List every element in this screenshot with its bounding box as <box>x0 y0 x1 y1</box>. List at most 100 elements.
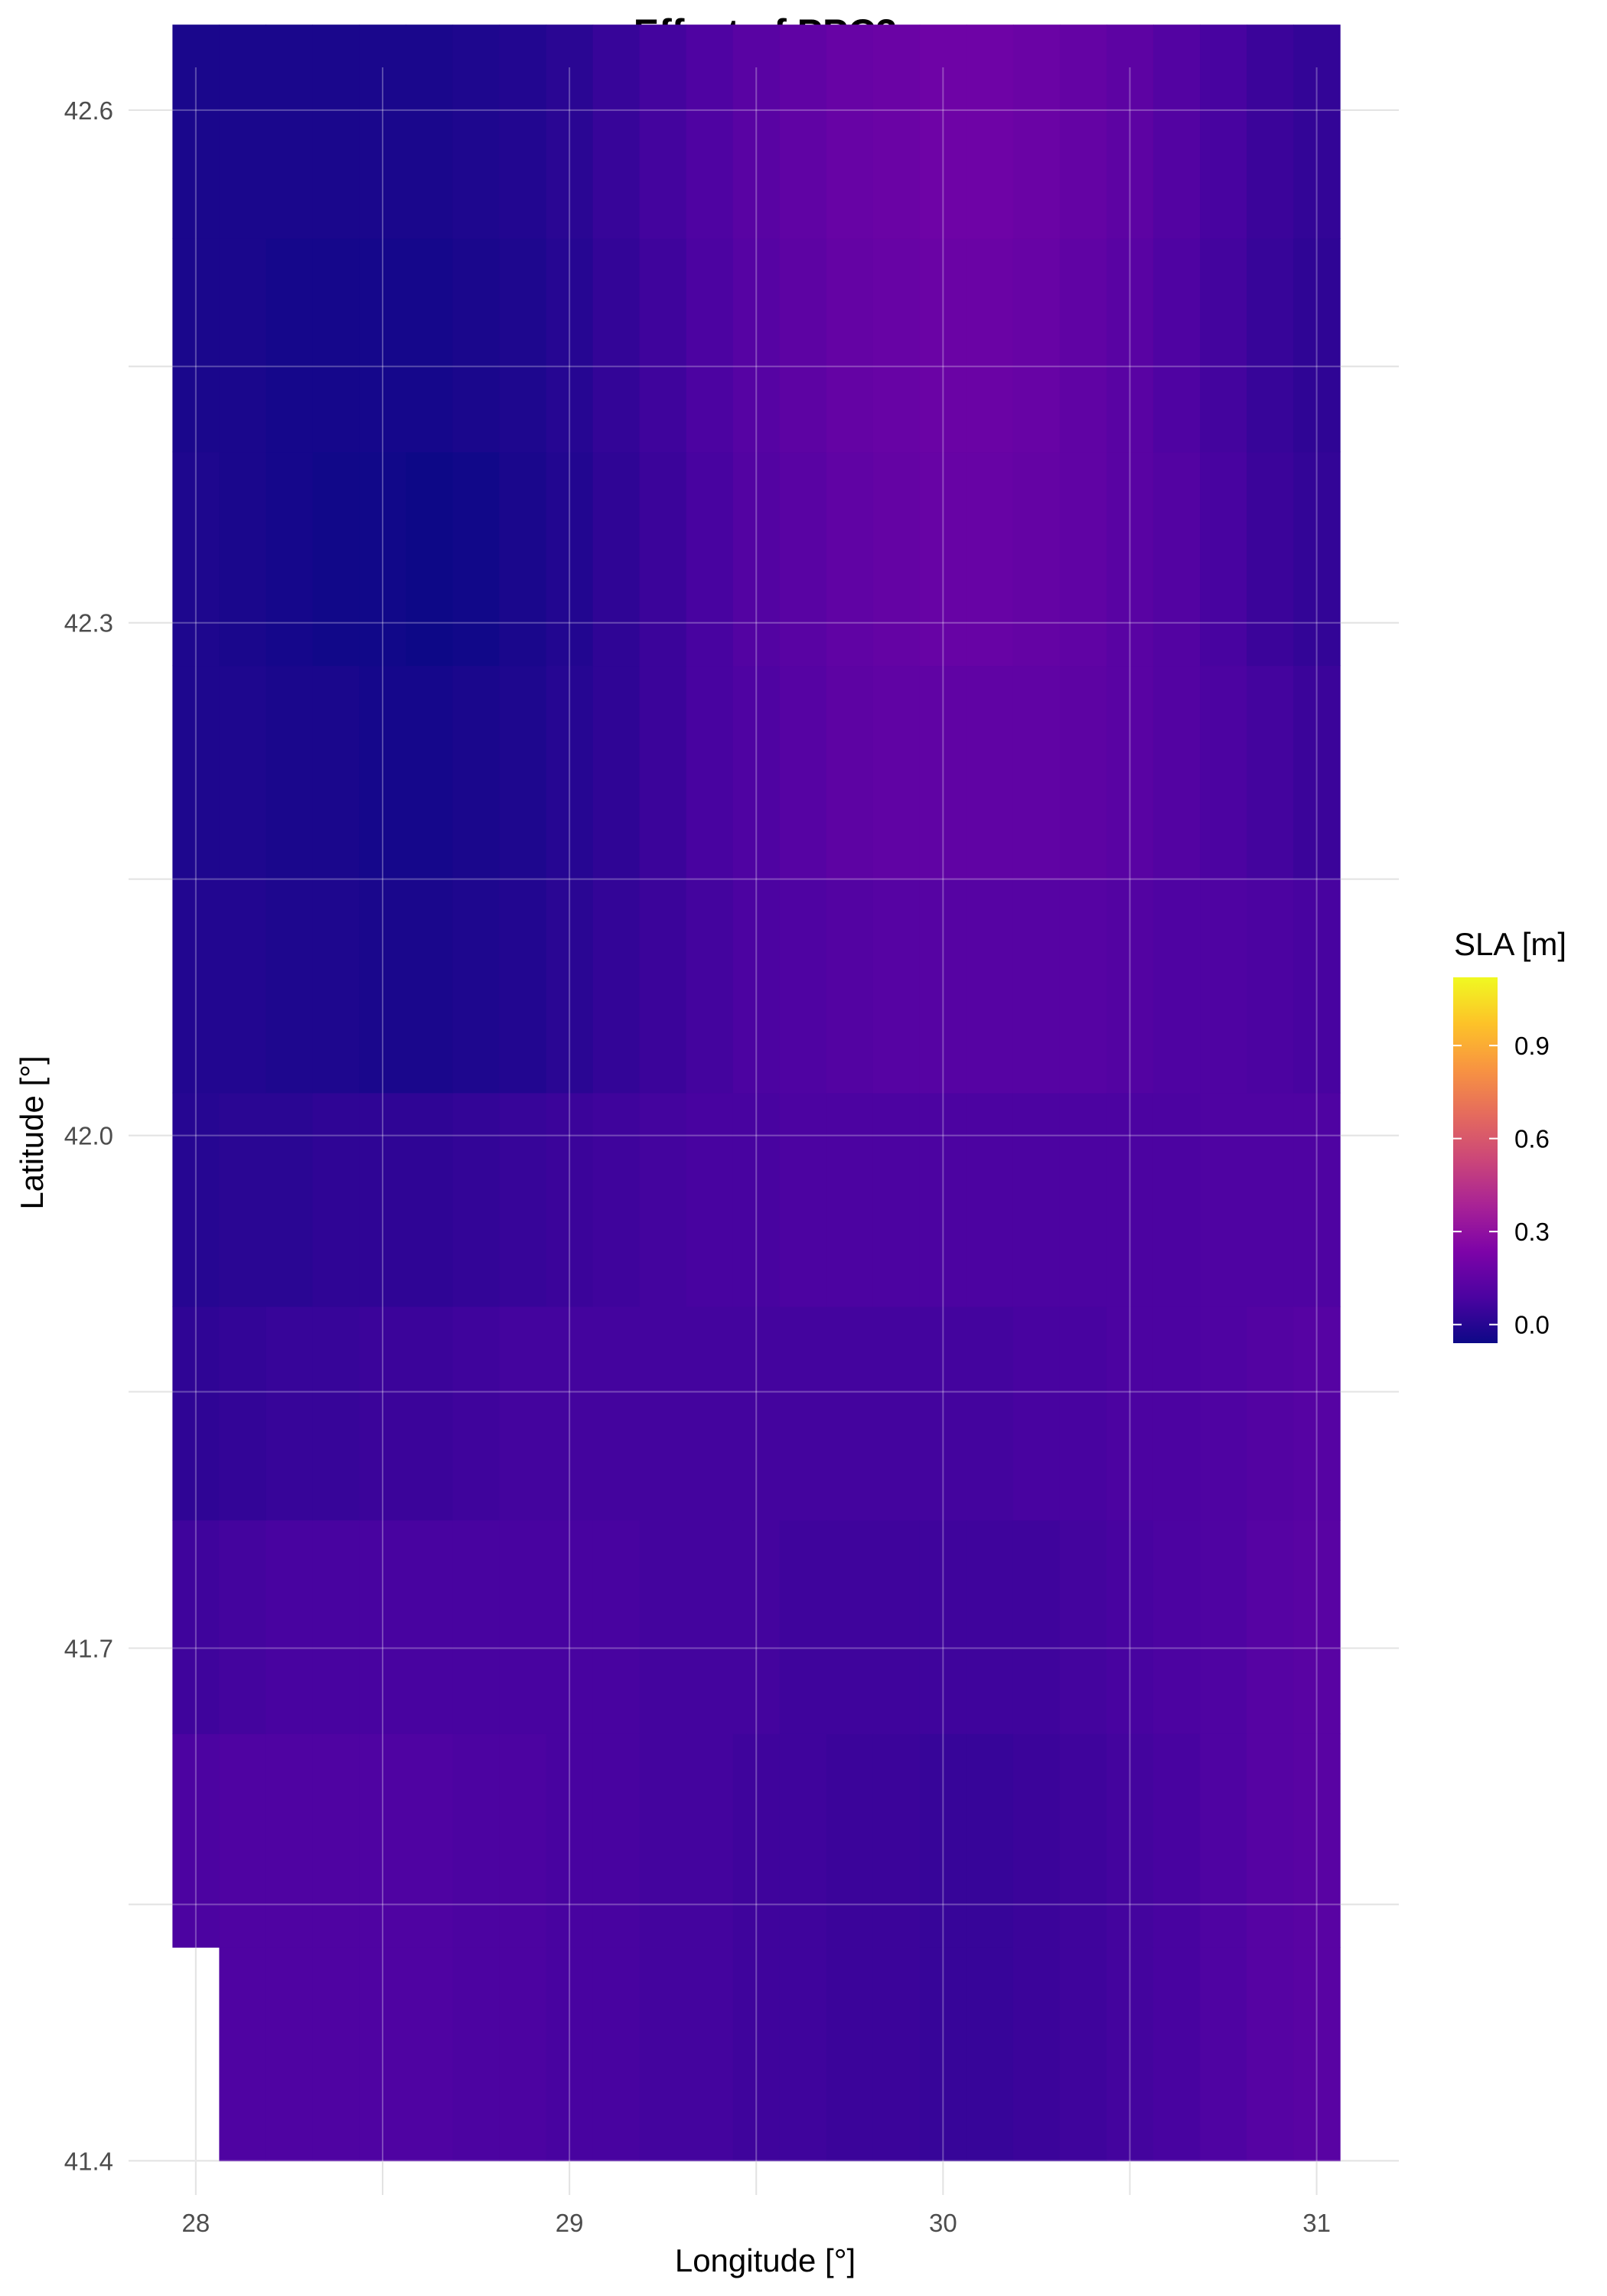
heatmap-cell <box>732 1733 781 1948</box>
heatmap-cell <box>639 24 687 239</box>
heatmap-cell <box>686 238 734 453</box>
heatmap-cell <box>406 238 454 453</box>
heatmap-cell <box>1152 1947 1201 2161</box>
heatmap-cell <box>312 1092 360 1307</box>
heatmap-cell <box>1152 879 1201 1094</box>
heatmap-cell <box>359 1733 407 1948</box>
heatmap-cell <box>1059 1306 1107 1521</box>
heatmap-cell <box>592 1947 641 2161</box>
heatmap-cell <box>732 1306 781 1521</box>
heatmap-cell <box>1012 1947 1061 2161</box>
heatmap-cell <box>826 1092 874 1307</box>
heatmap-cell <box>639 1092 687 1307</box>
heatmap-cell <box>686 1092 734 1307</box>
heatmap-cell <box>1293 1519 1341 1734</box>
heatmap-cell <box>732 452 781 667</box>
heatmap-cell <box>1152 1733 1201 1948</box>
heatmap-cell <box>312 238 360 453</box>
heatmap-cell <box>406 1947 454 2161</box>
heatmap-cell <box>919 879 967 1094</box>
y-axis-title: Latitude [°] <box>14 1055 50 1209</box>
heatmap-cell <box>686 1733 734 1948</box>
heatmap-cell <box>1293 1733 1341 1948</box>
heatmap-cell <box>919 1092 967 1307</box>
heatmap-cell <box>452 665 500 880</box>
heatmap-cell <box>919 452 967 667</box>
heatmap-cell <box>499 1306 547 1521</box>
heatmap-cell <box>1012 1733 1061 1948</box>
heatmap-cell <box>546 1092 594 1307</box>
heatmap-cell <box>359 452 407 667</box>
heatmap-cell <box>826 665 874 880</box>
heatmap-cell <box>686 1947 734 2161</box>
heatmap-cell <box>266 452 314 667</box>
heatmap-cell <box>546 1519 594 1734</box>
heatmap-cell <box>1247 24 1294 239</box>
heatmap-cell <box>779 1947 827 2161</box>
heatmap-cell <box>1247 665 1294 880</box>
heatmap-cell <box>592 1306 641 1521</box>
heatmap-cell <box>919 1306 967 1521</box>
heatmap-cell <box>312 24 360 239</box>
heatmap-cell <box>686 879 734 1094</box>
heatmap-cell <box>1152 665 1201 880</box>
x-axis-title: Longitude [°] <box>675 2242 856 2278</box>
heatmap-cell <box>966 1947 1014 2161</box>
heatmap-cell <box>172 452 220 667</box>
heatmap-cell <box>1152 452 1201 667</box>
heatmap-cell <box>406 1733 454 1948</box>
heatmap-cell <box>1293 24 1341 239</box>
heatmap-cell <box>359 665 407 880</box>
heatmap-cell <box>312 1733 360 1948</box>
heatmap-cell <box>1106 665 1154 880</box>
heatmap-cell <box>1012 24 1061 239</box>
heatmap-cell <box>592 879 641 1094</box>
heatmap-cell <box>219 879 267 1094</box>
legend-ticks: 0.0 0.3 0.6 0.9 <box>1453 1032 1550 1339</box>
heatmap-cell <box>406 1306 454 1521</box>
heatmap-cell <box>1059 238 1107 453</box>
heatmap-cell <box>359 238 407 453</box>
heatmap-cell <box>732 879 781 1094</box>
heatmap-cell <box>1293 1947 1341 2161</box>
heatmap-cell <box>266 1092 314 1307</box>
heatmap-cell <box>732 1092 781 1307</box>
heatmap-cell <box>499 452 547 667</box>
heatmap-cell <box>1247 1947 1294 2161</box>
heatmap-cell <box>639 665 687 880</box>
heatmap-cell <box>1059 1947 1107 2161</box>
heatmap-cell <box>1012 452 1061 667</box>
y-tick-label: 41.4 <box>64 2147 113 2175</box>
heatmap-cell <box>1012 1306 1061 1521</box>
heatmap-cell <box>359 879 407 1094</box>
y-tick-label: 41.7 <box>64 1634 113 1662</box>
heatmap-cell <box>826 1733 874 1948</box>
heatmap-cell <box>639 238 687 453</box>
heatmap-cell <box>499 1519 547 1734</box>
heatmap-cell <box>1059 1733 1107 1948</box>
heatmap-cell <box>826 452 874 667</box>
grid-overlay <box>129 67 1399 2195</box>
heatmap-cell <box>266 1519 314 1734</box>
heatmap-cell <box>872 665 921 880</box>
heatmap-cell <box>1293 452 1341 667</box>
heatmap-cell <box>826 879 874 1094</box>
heatmap-cell <box>266 24 314 239</box>
heatmap-cell <box>1293 665 1341 880</box>
heatmap-cell <box>499 665 547 880</box>
heatmap-cell <box>499 879 547 1094</box>
heatmap-cell <box>826 1519 874 1734</box>
heatmap-cell <box>826 1306 874 1521</box>
heatmap-cell <box>499 1092 547 1307</box>
y-tick-label: 42.6 <box>64 96 113 125</box>
heatmap-cell <box>639 1733 687 1948</box>
heatmap-cell <box>592 1519 641 1734</box>
heatmap-cell <box>1200 1092 1247 1307</box>
heatmap-cell <box>1106 1519 1154 1734</box>
legend: SLA [m] 0.0 0.3 0.6 0.9 <box>1453 926 1566 1343</box>
heatmap-cell <box>266 238 314 453</box>
heatmap-cell <box>1012 879 1061 1094</box>
heatmap-cell <box>1106 1306 1154 1521</box>
heatmap-cell <box>872 879 921 1094</box>
